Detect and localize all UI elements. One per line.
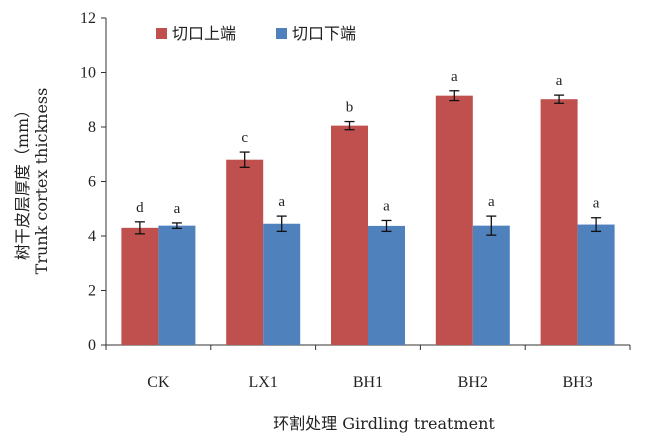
x-tick-label: BH1 xyxy=(353,374,383,391)
x-axis: CK LX1 BH1 BH2 BH3 xyxy=(105,344,631,391)
y-axis-title-en: Trunk cortex thickness xyxy=(32,88,51,275)
y-tick-label: 6 xyxy=(88,174,96,191)
bar xyxy=(331,125,368,345)
y-tick-label: 0 xyxy=(88,337,96,354)
significance-letter: c xyxy=(241,130,248,146)
legend-label: 切口下端 xyxy=(292,24,356,43)
significance-letter: a xyxy=(451,69,458,85)
y-tick-label: 10 xyxy=(80,65,96,82)
significance-letter: a xyxy=(593,196,600,212)
significance-labels: d c b a a a a a a a xyxy=(136,69,600,217)
bar xyxy=(263,223,301,345)
legend-label: 切口上端 xyxy=(172,24,236,43)
y-tick-label: 4 xyxy=(88,228,96,245)
significance-letter: a xyxy=(556,73,563,89)
significance-letter: a xyxy=(488,194,495,210)
bar xyxy=(158,225,196,345)
x-axis-title: 环割处理 Girdling treatment xyxy=(273,414,495,433)
significance-letter: b xyxy=(346,100,354,116)
legend-swatch xyxy=(156,28,167,39)
significance-letter: a xyxy=(383,198,390,214)
bar xyxy=(368,225,405,345)
y-tick-label: 8 xyxy=(88,119,96,136)
legend-swatch xyxy=(276,28,287,39)
bar xyxy=(472,225,510,345)
x-tick-label: LX1 xyxy=(249,374,278,391)
significance-letter: a xyxy=(278,194,285,210)
significance-letter: d xyxy=(136,200,144,216)
bar xyxy=(540,99,578,345)
bars xyxy=(121,95,615,345)
y-axis-title-cn: 树干皮层厚度（mm） xyxy=(13,102,32,260)
x-tick-label: BH3 xyxy=(562,374,592,391)
x-tick-label: CK xyxy=(147,374,170,391)
legend: 切口上端 切口下端 xyxy=(156,24,356,43)
y-axis-title: 树干皮层厚度（mm） Trunk cortex thickness xyxy=(13,88,51,275)
bar xyxy=(121,227,159,345)
y-axis: 0 2 4 6 8 10 12 xyxy=(80,10,107,354)
bar xyxy=(435,95,473,345)
bar xyxy=(577,224,615,345)
y-tick-label: 2 xyxy=(88,283,96,300)
x-tick-label: BH2 xyxy=(458,374,488,391)
error-bars xyxy=(134,90,602,236)
significance-letter: a xyxy=(174,201,181,217)
y-tick-label: 12 xyxy=(80,10,96,27)
bar xyxy=(226,159,264,345)
